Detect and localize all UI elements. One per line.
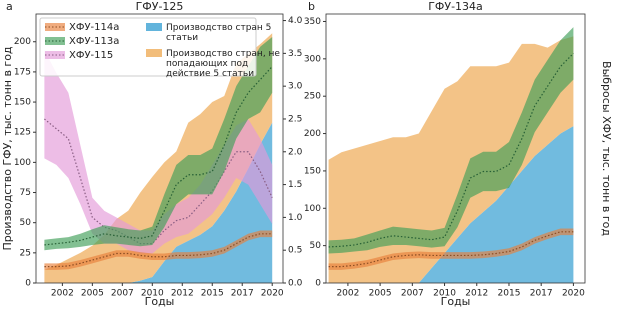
y-axis-label: Производство ГФУ, тыс. тонн в год — [1, 46, 14, 250]
chart-title: ГФУ-125 — [136, 0, 184, 13]
x-tick-label: 2020 — [562, 289, 585, 299]
stacked-area — [44, 33, 273, 283]
stacked-area — [328, 126, 574, 283]
y-tick-label: 150 — [14, 98, 31, 108]
legend-label: ХФУ-114а — [69, 22, 119, 33]
y-tick-label: 150 — [304, 166, 321, 176]
y2-tick-label: 0.0 — [288, 279, 303, 289]
x-tick-label: 2017 — [530, 289, 553, 299]
x-tick-label: 2012 — [465, 289, 488, 299]
y-tick-label: 125 — [14, 128, 31, 138]
x-tick-label: 2017 — [231, 289, 254, 299]
y-tick-label: 200 — [304, 129, 321, 139]
uncertainty-band — [328, 228, 574, 270]
legend-box — [39, 17, 257, 77]
panel-label: b — [308, 0, 315, 13]
y-tick-label: 250 — [304, 92, 321, 102]
plot-frame — [35, 13, 284, 284]
uncertainty-band — [44, 36, 273, 251]
plot-frame — [325, 13, 586, 284]
legend-label: ХФУ-115 — [69, 50, 113, 61]
plot-area — [44, 33, 273, 283]
y-tick-label: 175 — [14, 67, 31, 77]
x-axis-label: Годы — [441, 295, 471, 308]
x-tick-label: 2005 — [81, 289, 104, 299]
legend-label: Производство стран 5 статьи — [166, 23, 271, 43]
y2-tick-label: 3.5 — [288, 49, 302, 59]
x-tick-label: 2002 — [51, 289, 74, 299]
y-tick-label: 50 — [20, 218, 32, 228]
y-tick-label: 0 — [25, 279, 31, 289]
y2-tick-label: 3.0 — [288, 82, 303, 92]
legend-swatch — [45, 23, 65, 31]
stacked-area — [44, 122, 273, 283]
y-tick-label: 25 — [20, 248, 31, 258]
legend-swatch — [45, 51, 65, 59]
chart-title: ГФУ-134а — [428, 0, 483, 13]
y2-tick-label: 1.0 — [288, 213, 303, 223]
x-tick-label: 2007 — [111, 289, 134, 299]
plot-area — [328, 27, 574, 283]
y-tick-label: 75 — [20, 188, 31, 198]
legend-swatch — [146, 23, 162, 31]
legend-label: Производство стран, не попадающих под дейс… — [166, 49, 280, 79]
legend-label: ХФУ-113а — [69, 36, 119, 47]
uncertainty-band — [44, 230, 273, 270]
panel-label: a — [6, 0, 13, 13]
stacked-area — [328, 36, 574, 283]
y-tick-label: 100 — [14, 158, 31, 168]
uncertainty-band — [44, 50, 273, 254]
median-line — [44, 118, 273, 245]
x-tick-label: 2007 — [401, 289, 424, 299]
y2-tick-label: 2.5 — [288, 114, 302, 124]
x-tick-label: 2020 — [261, 289, 284, 299]
y-tick-label: 350 — [304, 17, 321, 27]
median-line — [44, 66, 273, 246]
y-tick-label: 100 — [304, 204, 321, 214]
x-tick-label: 2010 — [433, 289, 456, 299]
y-tick-label: 200 — [14, 37, 31, 47]
y2-tick-label: 1.5 — [288, 180, 302, 190]
y2-tick-label: 2.0 — [288, 147, 303, 157]
legend: ХФУ-114а ХФУ-113а ХФУ-115 Производство стра… — [39, 17, 280, 79]
x-tick-label: 2012 — [171, 289, 194, 299]
legend-swatch — [45, 37, 65, 45]
x-tick-label: 2015 — [201, 289, 224, 299]
legend-swatch — [146, 49, 162, 57]
uncertainty-band — [328, 27, 574, 254]
y-tick-label: 50 — [310, 241, 322, 251]
y2-tick-label: 4.0 — [288, 16, 303, 26]
x-tick-label: 2015 — [498, 289, 521, 299]
x-tick-label: 2005 — [369, 289, 392, 299]
x-tick-label: 2002 — [336, 289, 359, 299]
median-line — [328, 231, 574, 268]
y-tick-label: 300 — [304, 54, 321, 64]
y-tick-label: 0 — [315, 279, 321, 289]
x-tick-label: 2010 — [141, 289, 164, 299]
y2-axis-label: Выбросы ХФУ, тыс. тонн в год — [600, 61, 613, 236]
median-line — [44, 233, 273, 268]
y2-tick-label: 0.5 — [288, 246, 302, 256]
x-axis-label: Годы — [145, 295, 175, 308]
